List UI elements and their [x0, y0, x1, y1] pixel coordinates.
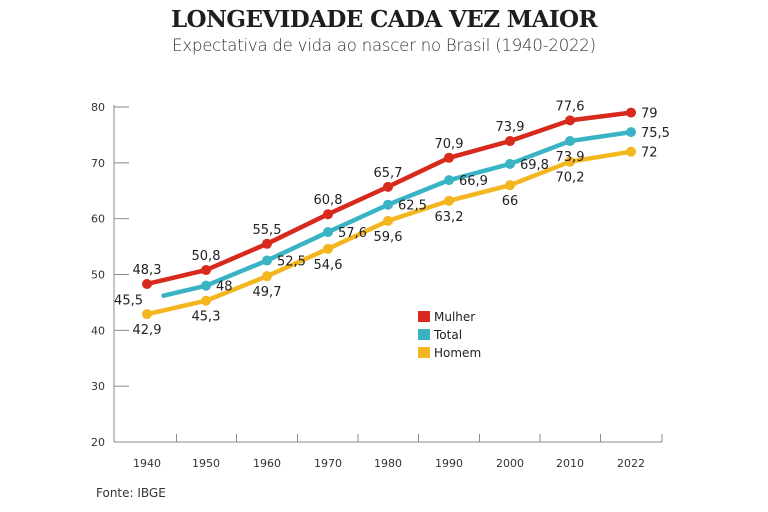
legend-swatch-total: [418, 329, 430, 340]
legend-label-total: Total: [433, 328, 462, 342]
data-label-homem: 49,7: [253, 285, 282, 300]
data-label-mulher: 60,8: [314, 193, 343, 208]
data-point-total: [201, 280, 211, 291]
data-point-total: [323, 227, 333, 238]
data-label-mulher: 48,3: [133, 263, 162, 278]
x-tick-label: 1960: [253, 457, 281, 470]
x-tick-label: 1950: [192, 457, 220, 470]
data-point-mulher: [383, 181, 393, 192]
data-point-total: [383, 199, 393, 210]
x-tick-label: 2010: [556, 457, 584, 470]
data-point-total: [444, 175, 454, 186]
data-point-mulher: [201, 265, 211, 276]
data-point-homem: [505, 180, 515, 191]
y-tick-label: 30: [91, 380, 105, 393]
data-point-mulher: [323, 209, 333, 220]
series-homem: [142, 146, 636, 320]
y-tick-label: 80: [91, 101, 105, 114]
y-tick-label: 20: [91, 436, 105, 449]
y-tick-label: 70: [91, 157, 105, 170]
data-point-mulher: [505, 136, 515, 147]
series-mulher: [142, 107, 636, 289]
data-point-homem: [323, 243, 333, 254]
data-point-homem: [383, 215, 393, 226]
data-label-homem: 59,6: [374, 230, 403, 245]
data-label-mulher: 70,9: [435, 137, 464, 152]
data-label-total: 48: [216, 280, 233, 295]
source-note: Fonte: IBGE: [96, 486, 166, 500]
chart-title: LONGEVIDADE CADA VEZ MAIOR: [170, 6, 598, 33]
data-point-mulher: [626, 107, 636, 118]
axes: 20 30 40 50 60 70 80 1940 1950 1960 1970 1980 1990 20…: [91, 101, 663, 470]
data-point-mulher: [262, 238, 272, 249]
legend-label-mulher: Mulher: [434, 310, 475, 324]
chart-subtitle: Expectativa de vida ao nascer no Brasil …: [172, 36, 596, 55]
data-point-total: [262, 255, 272, 266]
data-label-total: 66,9: [459, 174, 488, 189]
data-label-homem: 72: [641, 146, 658, 161]
series-layer: [142, 107, 636, 320]
data-label-homem: 70,2: [556, 171, 585, 186]
data-point-mulher: [565, 115, 575, 126]
x-tick-label: 1970: [314, 457, 342, 470]
data-label-homem: 63,2: [435, 210, 464, 225]
x-tick-label: 1940: [133, 457, 161, 470]
data-label-mulher: 65,7: [374, 166, 403, 181]
legend: Mulher Total Homem: [418, 310, 481, 360]
data-point-homem: [444, 195, 454, 206]
data-point-mulher: [444, 152, 454, 163]
x-tick-label: 2022: [617, 457, 645, 470]
data-label-homem: 66: [502, 194, 519, 209]
legend-swatch-homem: [418, 347, 430, 358]
data-label-total: 69,8: [520, 158, 549, 173]
data-label-mulher: 50,8: [192, 249, 221, 264]
data-point-total: [626, 127, 636, 138]
data-label-mulher: 79: [641, 107, 658, 122]
data-label-total: 62,5: [398, 199, 427, 214]
data-point-homem: [626, 146, 636, 157]
data-label-homem: 54,6: [314, 258, 343, 273]
data-label-total: 45,5: [114, 294, 143, 309]
data-label-homem: 45,3: [192, 310, 221, 325]
data-point-mulher: [142, 278, 152, 289]
data-point-homem: [201, 295, 211, 306]
data-label-total: 52,5: [277, 255, 306, 270]
series-total: [161, 127, 636, 298]
x-tick-label: 2000: [496, 457, 524, 470]
x-tick-label: 1980: [374, 457, 402, 470]
data-label-total: 73,9: [556, 150, 585, 165]
data-point-homem: [142, 309, 152, 320]
y-tick-label: 60: [91, 213, 105, 226]
data-point-total: [565, 136, 575, 147]
data-point-total: [505, 158, 515, 169]
data-label-mulher: 73,9: [496, 120, 525, 135]
data-point-homem: [565, 156, 575, 167]
data-label-mulher: 55,5: [253, 223, 282, 238]
data-label-homem: 42,9: [133, 323, 162, 338]
data-label-total: 57,6: [338, 226, 367, 241]
legend-label-homem: Homem: [434, 346, 481, 360]
data-label-mulher: 77,6: [556, 99, 585, 114]
data-point-homem: [262, 271, 272, 282]
data-labels: 42,9 45,3 49,7 54,6 59,6 63,2 66 70,2 72 45,5 48 52…: [114, 99, 670, 338]
data-label-total: 75,5: [641, 126, 670, 141]
y-tick-label: 50: [91, 269, 105, 282]
x-tick-label: 1990: [435, 457, 463, 470]
y-tick-label: 40: [91, 324, 105, 337]
legend-swatch-mulher: [418, 311, 430, 322]
